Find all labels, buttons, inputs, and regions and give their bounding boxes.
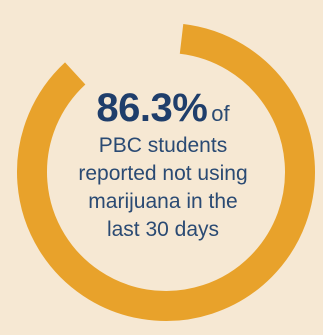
callout-line-3: marijuana in the — [88, 190, 238, 213]
callout-line-1: PBC students — [98, 134, 228, 157]
callout-line-4: last 30 days — [106, 218, 220, 241]
of-label: of — [211, 101, 230, 126]
callout-line-2: reported not using — [78, 162, 248, 185]
headline: 86.3% of — [56, 88, 270, 128]
arc-percentage — [17, 24, 315, 321]
percentage-value: 86.3% — [96, 86, 208, 130]
callout: 86.3% of PBC students reported not using … — [56, 88, 270, 244]
